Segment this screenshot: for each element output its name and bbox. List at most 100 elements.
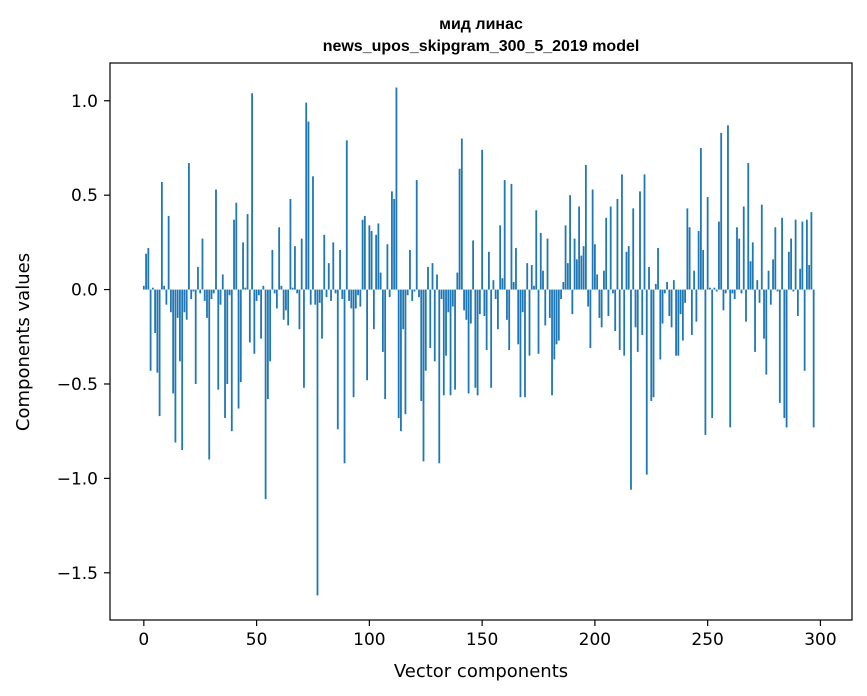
bar <box>510 183 513 290</box>
bar <box>805 219 808 290</box>
bar <box>593 244 596 290</box>
bar <box>677 289 680 356</box>
bar <box>693 270 696 290</box>
bar <box>546 238 549 290</box>
bar <box>584 164 587 290</box>
bar <box>269 289 272 362</box>
bar <box>596 274 599 290</box>
bar <box>663 289 666 294</box>
bar <box>506 289 508 320</box>
chart-title: мид линас <box>439 16 523 33</box>
bar <box>616 198 619 290</box>
bar <box>194 289 197 384</box>
bar <box>749 261 752 290</box>
bar <box>690 289 693 335</box>
bar <box>589 289 592 349</box>
bar <box>422 289 425 462</box>
bar <box>652 289 655 398</box>
bar <box>711 289 714 418</box>
plot-area-frame <box>109 62 853 621</box>
bar <box>379 272 382 290</box>
bar <box>794 219 797 290</box>
bar <box>386 244 389 290</box>
chart-subtitle: news_upos_skipgram_300_5_2019 model <box>323 38 640 55</box>
bar <box>672 280 675 290</box>
bar <box>467 289 470 394</box>
bar <box>801 221 804 290</box>
bar <box>787 251 790 290</box>
bar <box>314 289 317 305</box>
y-tick-label: −1.5 <box>57 564 98 584</box>
bar <box>557 289 560 341</box>
bar <box>469 289 472 324</box>
bar <box>487 251 490 290</box>
x-tick-label: 250 <box>691 630 723 650</box>
bar <box>436 274 438 290</box>
bar <box>266 289 269 400</box>
bar <box>233 219 235 290</box>
bar <box>643 174 646 290</box>
bar <box>149 289 152 371</box>
bar <box>208 289 211 460</box>
bar <box>530 265 533 290</box>
bar <box>774 227 777 290</box>
bar <box>686 208 689 290</box>
bar <box>253 289 256 354</box>
bar <box>418 289 420 298</box>
y-tick-label: −1.0 <box>57 469 98 489</box>
bar <box>560 289 562 300</box>
bar <box>799 268 802 290</box>
bar <box>666 282 668 290</box>
bar <box>451 289 454 307</box>
y-axis-label: Components values <box>13 253 34 431</box>
bar <box>287 289 290 326</box>
bar <box>521 289 524 313</box>
bar <box>463 289 465 311</box>
bar <box>219 289 222 305</box>
bar <box>345 140 348 290</box>
bar <box>754 289 756 352</box>
bar-series <box>142 87 815 596</box>
bar <box>167 215 170 290</box>
bar <box>312 176 314 290</box>
bar <box>334 289 337 294</box>
bar <box>587 289 590 307</box>
bar <box>533 285 535 290</box>
bar <box>413 289 416 292</box>
x-axis-ticks: 0 50 100 150 200 250 300 <box>138 620 837 650</box>
bar <box>729 289 732 428</box>
bar <box>555 289 558 345</box>
bar <box>769 289 772 305</box>
x-tick-label: 0 <box>138 630 149 650</box>
bar <box>747 163 750 290</box>
bar <box>361 219 364 290</box>
bar <box>499 225 502 290</box>
bar <box>323 234 326 290</box>
bar <box>542 270 544 290</box>
bar <box>282 289 285 320</box>
bar <box>564 225 567 290</box>
bar <box>654 283 657 290</box>
bar <box>792 289 795 292</box>
bar <box>760 204 763 290</box>
bar <box>641 289 644 335</box>
bar <box>650 289 653 401</box>
bar <box>433 289 436 362</box>
bar <box>388 289 391 298</box>
bar <box>228 289 231 296</box>
bar <box>614 289 617 332</box>
bar <box>659 289 662 360</box>
bar <box>776 289 779 292</box>
bar <box>524 289 526 398</box>
bar <box>573 238 576 290</box>
bar <box>210 289 213 300</box>
bar <box>336 289 339 430</box>
bar <box>713 287 716 290</box>
bar <box>578 206 580 290</box>
bar <box>569 195 571 290</box>
bar <box>808 265 811 290</box>
bar <box>722 289 725 311</box>
bar <box>190 289 193 300</box>
bar <box>280 285 283 290</box>
bar <box>397 289 400 418</box>
